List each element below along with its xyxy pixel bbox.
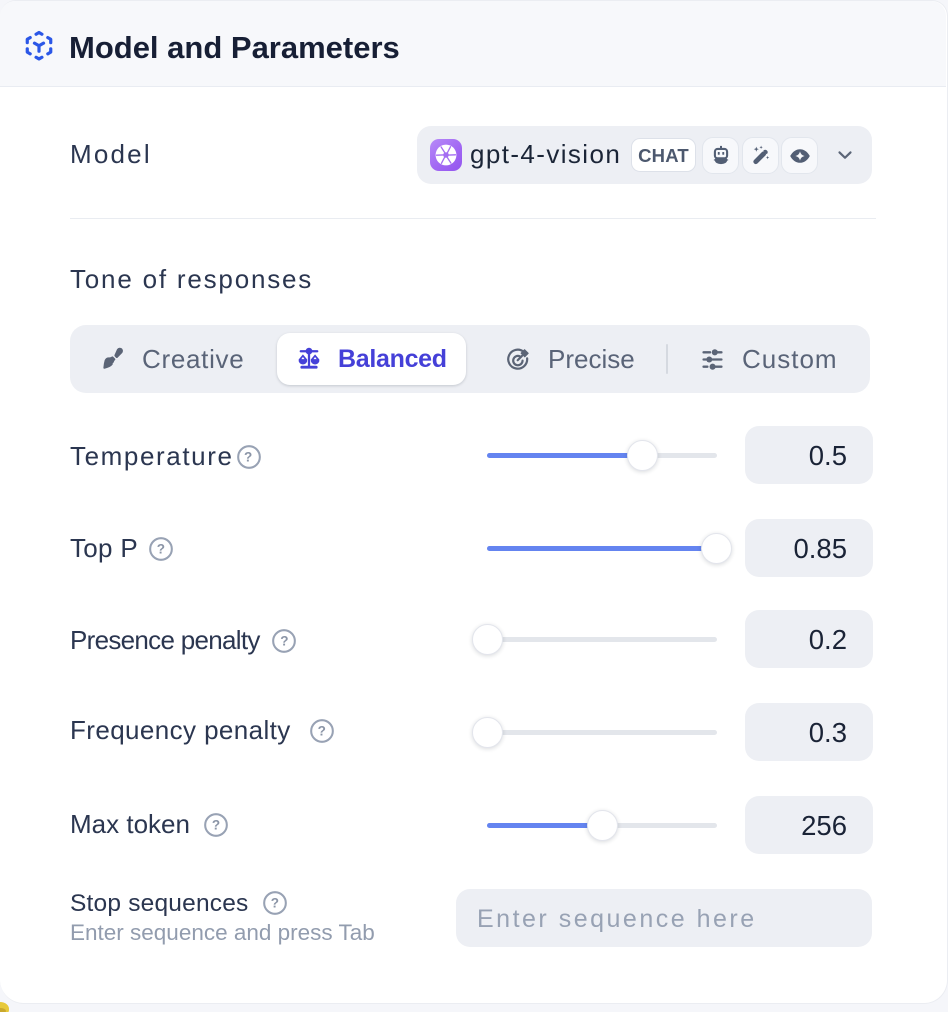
svg-text:?: ?	[317, 724, 326, 739]
svg-text:?: ?	[157, 542, 166, 557]
svg-text:?: ?	[280, 634, 288, 649]
svg-text:?: ?	[212, 818, 220, 833]
svg-text:?: ?	[244, 450, 254, 465]
svg-text:?: ?	[270, 896, 278, 911]
